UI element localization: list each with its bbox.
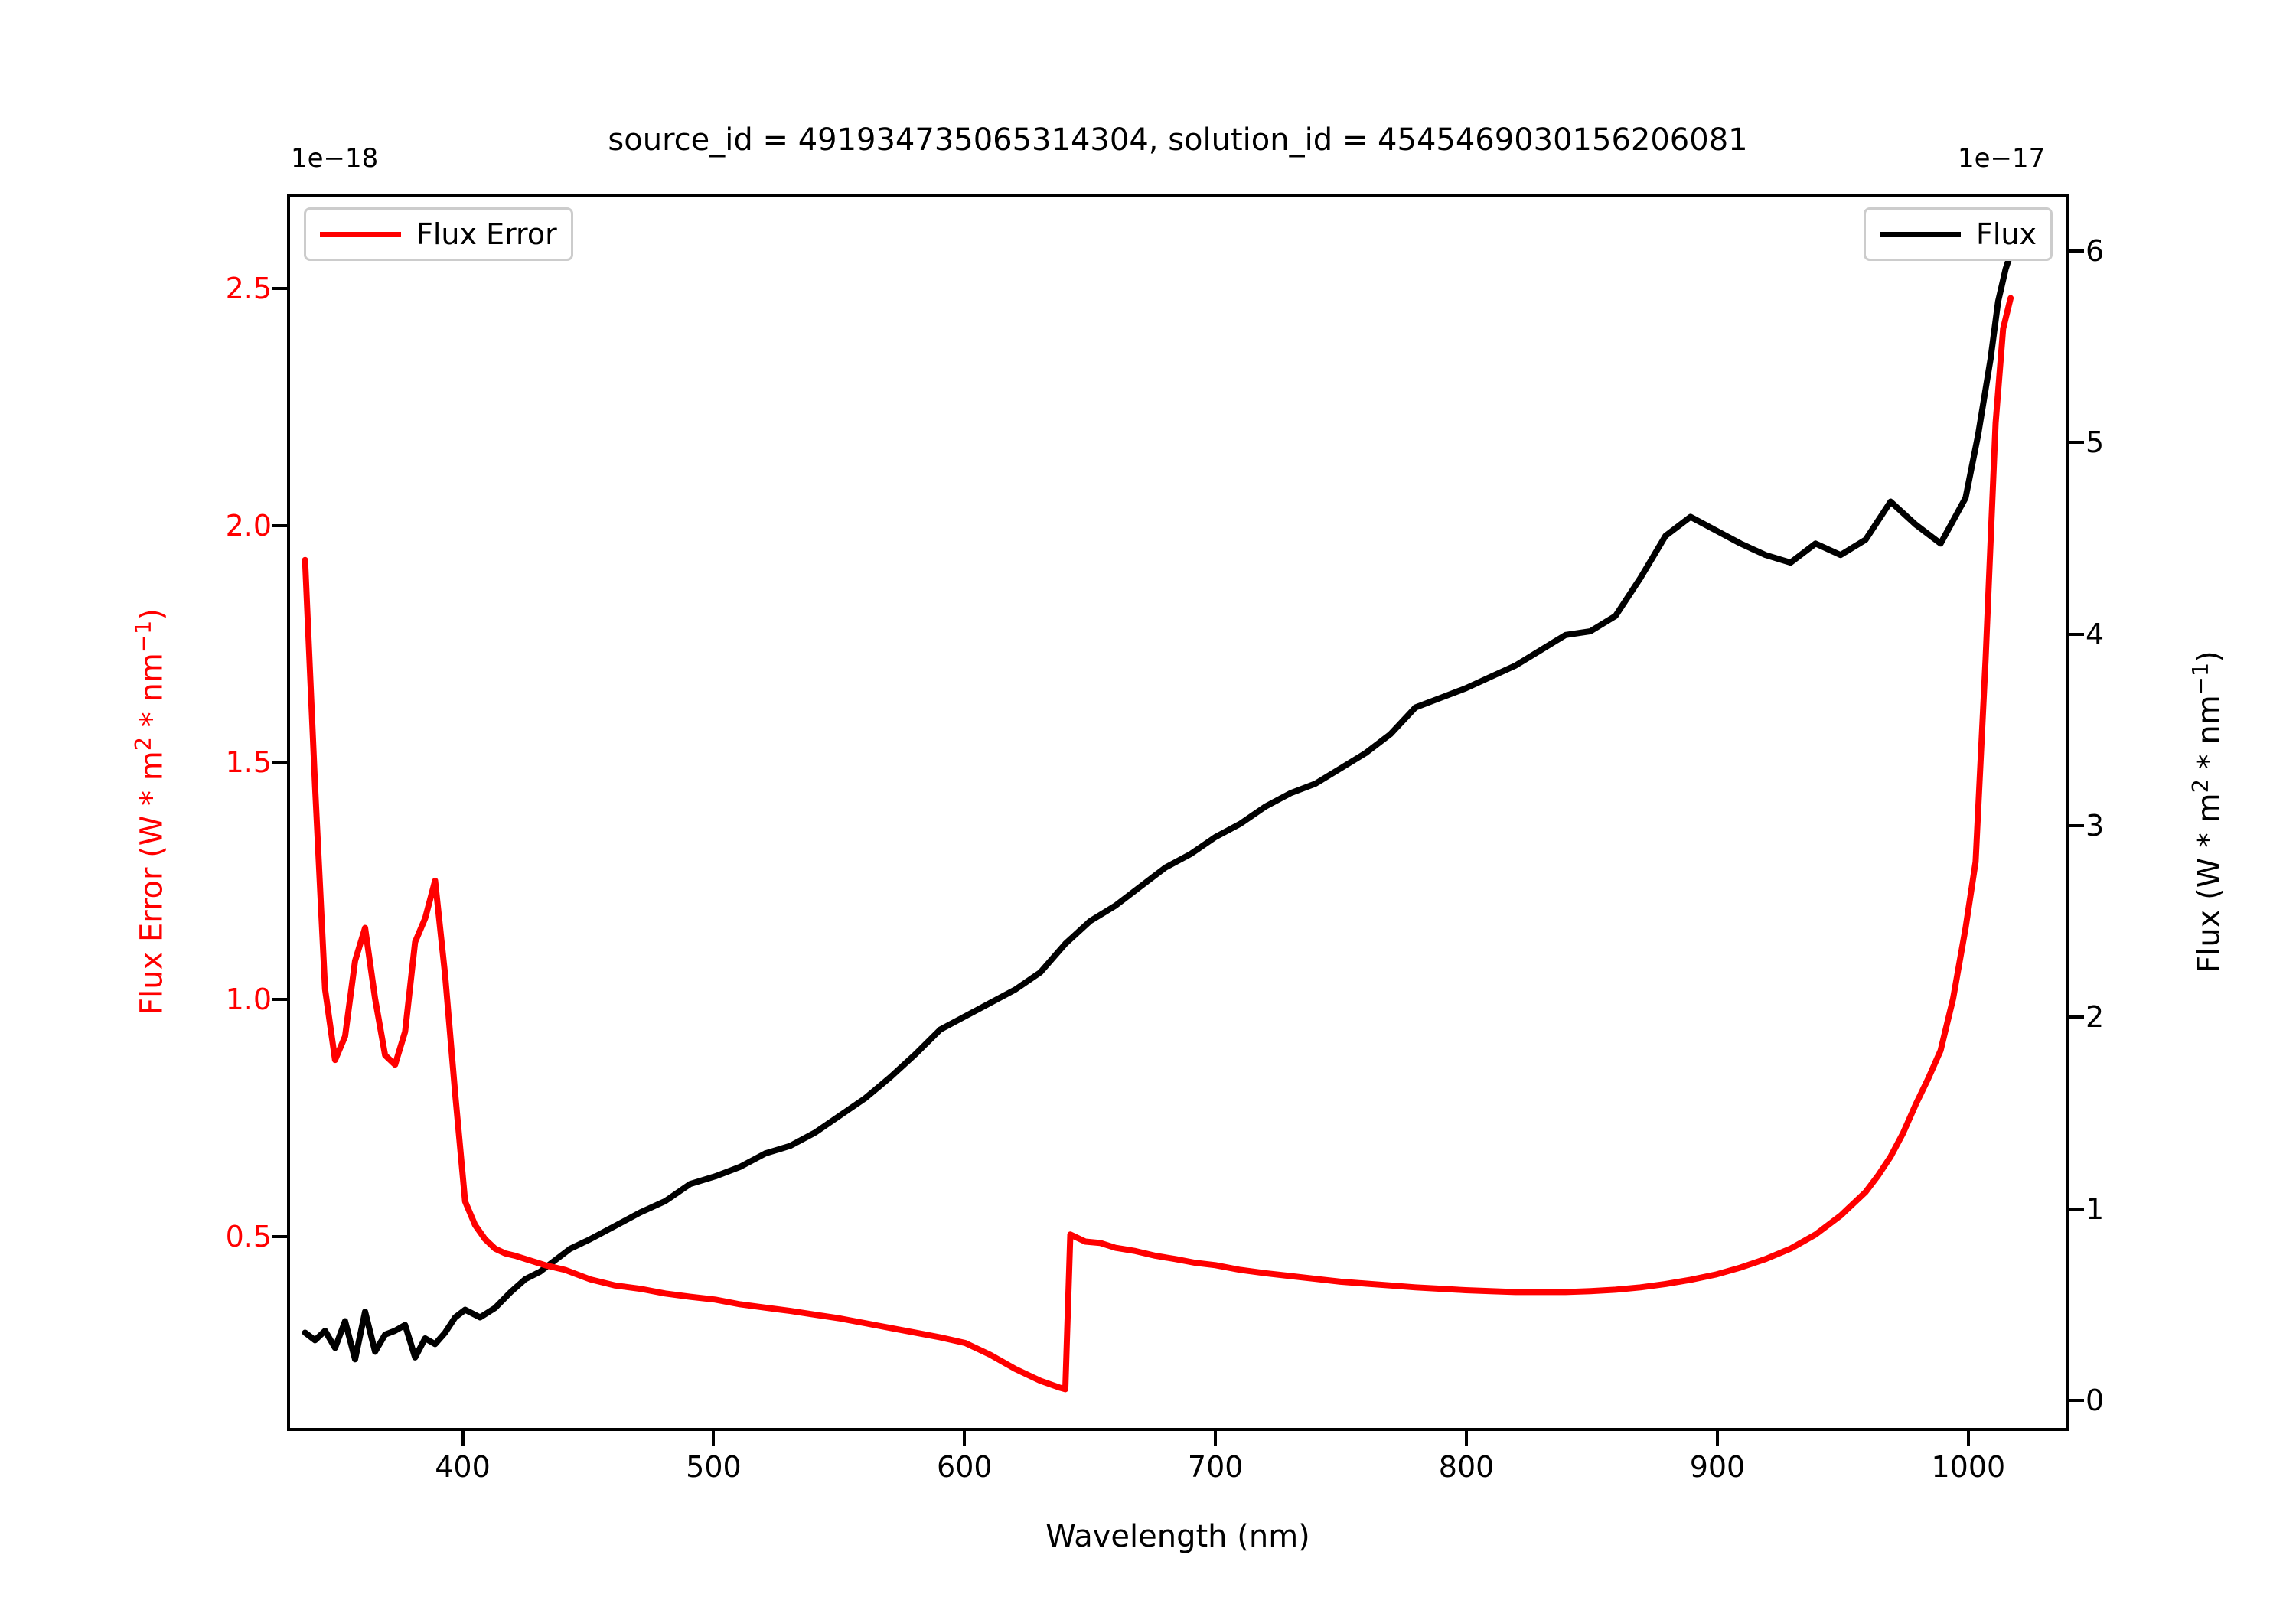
- tick-mark-x-1: [712, 1431, 716, 1446]
- tick-mark-x-4: [1465, 1431, 1469, 1446]
- tick-mark-right-4: [2069, 632, 2084, 636]
- tick-mark-right-6: [2069, 249, 2084, 253]
- ytick-label-right-1: 1: [2086, 1191, 2105, 1226]
- tick-mark-right-2: [2069, 1015, 2084, 1019]
- tick-mark-left-2: [272, 761, 287, 764]
- tick-mark-right-0: [2069, 1398, 2084, 1402]
- xtick-label-4: 800: [1438, 1450, 1495, 1484]
- tick-mark-left-3: [272, 523, 287, 527]
- tick-mark-left-4: [272, 286, 287, 290]
- tick-mark-x-0: [461, 1431, 465, 1446]
- plot-area: [287, 194, 2069, 1431]
- legend-line-swatch-red: [320, 231, 401, 237]
- x-axis-label: Wavelength (nm): [1045, 1519, 1310, 1554]
- tick-mark-x-2: [963, 1431, 967, 1446]
- xtick-label-1: 500: [686, 1450, 742, 1484]
- ytick-label-right-5: 5: [2086, 425, 2105, 460]
- tick-mark-x-5: [1715, 1431, 1719, 1446]
- tick-mark-right-3: [2069, 824, 2084, 828]
- ytick-label-right-2: 2: [2086, 1000, 2105, 1035]
- legend-flux-error[interactable]: Flux Error: [304, 207, 573, 261]
- left-axis-label-text: Flux Error (W * m2 * nm−1): [130, 608, 170, 1015]
- ytick-label-left-0: 0.5: [225, 1219, 272, 1253]
- xtick-label-0: 400: [435, 1450, 491, 1484]
- ytick-label-right-4: 4: [2086, 617, 2105, 651]
- legend-label-flux-error: Flux Error: [416, 217, 557, 251]
- chart-title: source_id = 491934735065314304, solution…: [608, 122, 1748, 158]
- tick-mark-right-5: [2069, 441, 2084, 445]
- legend-label-flux: Flux: [1976, 217, 2037, 251]
- ytick-label-right-0: 0: [2086, 1383, 2105, 1417]
- tick-mark-right-1: [2069, 1207, 2084, 1211]
- right-axis-offset-exponent: 1e−17: [1958, 143, 2046, 174]
- xtick-label-2: 600: [937, 1450, 993, 1484]
- plot-lines-svg: [302, 250, 2014, 1393]
- xtick-label-5: 900: [1689, 1450, 1746, 1484]
- ytick-label-right-6: 6: [2086, 234, 2105, 269]
- xtick-label-3: 700: [1187, 1450, 1244, 1484]
- left-axis-offset-exponent: 1e−18: [291, 143, 379, 174]
- tick-mark-x-3: [1214, 1431, 1218, 1446]
- ytick-label-left-1: 1.0: [225, 983, 272, 1017]
- tick-mark-left-1: [272, 998, 287, 1002]
- right-axis-label-text: Flux (W * m2 * nm−1): [2187, 650, 2227, 973]
- ytick-label-left-2: 1.5: [225, 745, 272, 780]
- flux-line: [302, 250, 2014, 1363]
- flux-error-line: [302, 295, 2014, 1393]
- legend-flux[interactable]: Flux: [1864, 207, 2053, 261]
- right-axis-label: Flux (W * m2 * nm−1): [2187, 650, 2226, 973]
- ytick-label-left-4: 2.5: [225, 271, 272, 305]
- xtick-label-6: 1000: [1931, 1450, 2006, 1484]
- ytick-label-left-3: 2.0: [225, 508, 272, 543]
- tick-mark-left-0: [272, 1234, 287, 1238]
- left-axis-label: Flux Error (W * m2 * nm−1): [130, 608, 169, 1015]
- ytick-label-right-3: 3: [2086, 809, 2105, 843]
- legend-line-swatch-black: [1880, 231, 1961, 237]
- tick-mark-x-6: [1966, 1431, 1970, 1446]
